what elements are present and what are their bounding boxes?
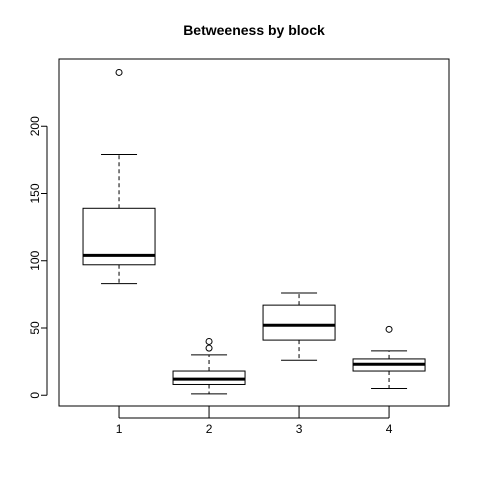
- outlier-point: [115, 68, 123, 76]
- outlier-point: [205, 344, 213, 352]
- x-axis: 1 2 3 4: [116, 406, 393, 436]
- y-tick-label: 150: [28, 183, 42, 203]
- iqr-box: [262, 304, 336, 341]
- x-tick-label: 1: [116, 422, 123, 436]
- y-tick-label: 0: [28, 392, 42, 399]
- outlier-point: [385, 325, 393, 333]
- y-tick-label: 200: [28, 116, 42, 136]
- box-1: [82, 68, 156, 285]
- x-tick-label: 4: [386, 422, 393, 436]
- y-tick-label: 100: [28, 250, 42, 270]
- x-tick-label: 3: [296, 422, 303, 436]
- box-2: [172, 337, 246, 395]
- x-tick-label: 2: [206, 422, 213, 436]
- box-3: [262, 292, 336, 361]
- y-axis: 0 50 100 150 200: [28, 116, 48, 399]
- plot-frame: [58, 58, 450, 407]
- y-tick-label: 50: [28, 321, 42, 335]
- boxes: [82, 68, 426, 395]
- chart-title: Betweeness by block: [183, 22, 325, 38]
- outlier-point: [205, 337, 213, 345]
- box-4: [352, 325, 426, 390]
